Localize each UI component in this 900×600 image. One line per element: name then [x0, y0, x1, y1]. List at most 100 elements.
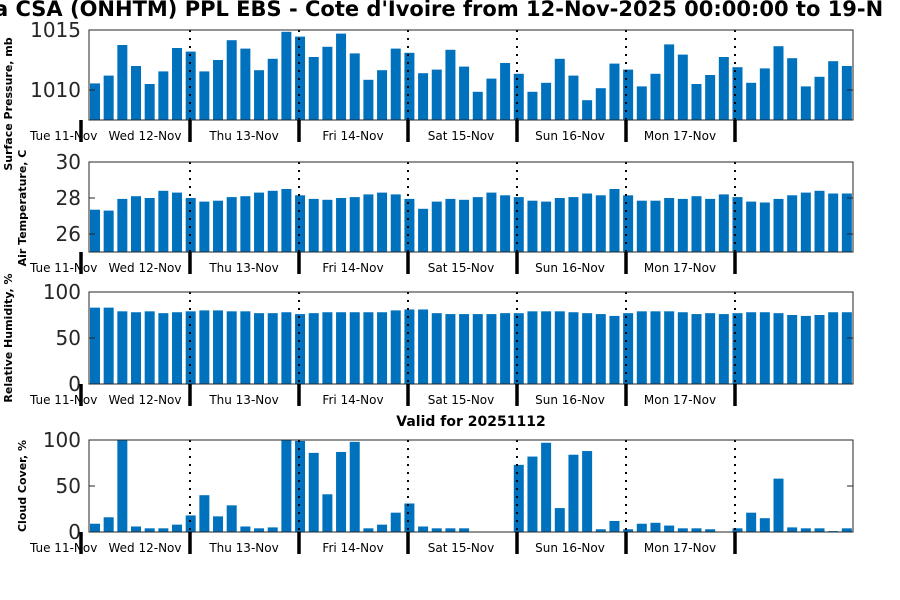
surface-pressure-bar: [732, 67, 743, 120]
relative-humidity-bar: [240, 311, 251, 384]
surface-pressure-bar: [240, 48, 251, 120]
air-temperature-y-tick-label: 28: [56, 186, 81, 210]
air-temperature-bar: [199, 201, 210, 252]
day-label: Mon 17-Nov: [644, 261, 716, 275]
surface-pressure-bar: [117, 45, 128, 120]
surface-pressure-axes: [88, 29, 854, 121]
day-label: Thu 13-Nov: [208, 261, 278, 275]
relative-humidity-bar: [746, 312, 757, 384]
day-label: Thu 13-Nov: [208, 129, 278, 143]
air-temperature-bar: [445, 198, 456, 252]
relative-humidity-bar: [773, 313, 784, 384]
relative-humidity-bar: [90, 307, 100, 384]
relative-humidity-bar: [568, 312, 579, 384]
relative-humidity-y-tick-label: 50: [56, 326, 81, 350]
surface-pressure-bar: [623, 69, 634, 120]
air-temperature-bar: [609, 189, 620, 252]
surface-pressure-bar: [226, 40, 237, 121]
cloud-cover-y-label: Cloud Cover, %: [16, 440, 29, 532]
relative-humidity-bar: [814, 315, 825, 384]
relative-humidity-bar: [595, 314, 606, 384]
cloud-cover-bar: [185, 515, 196, 532]
surface-pressure-bar: [527, 91, 538, 120]
air-temperature-bar: [500, 195, 511, 252]
cloud-cover-bar: [459, 528, 470, 532]
air-temperature-bar: [103, 210, 114, 252]
day-label: Tue 11-Nov: [29, 541, 97, 555]
cloud-cover-bar: [295, 440, 306, 532]
cloud-cover-bar: [609, 520, 620, 532]
cloud-cover-bar: [254, 528, 265, 532]
relative-humidity-bar: [650, 311, 661, 384]
cloud-cover-bar: [131, 526, 142, 532]
cloud-cover-bar: [814, 528, 825, 532]
surface-pressure-bar: [267, 58, 278, 120]
relative-humidity-bar: [636, 311, 647, 384]
air-temperature-bar: [254, 192, 265, 252]
air-temperature-axes: [88, 161, 854, 253]
day-label: Sat 15-Nov: [428, 129, 495, 143]
surface-pressure-y-tick-label: 1010: [30, 78, 81, 102]
cloud-cover-bar: [595, 529, 606, 532]
air-temperature-bar: [705, 198, 716, 252]
cloud-cover-bar: [158, 528, 169, 532]
surface-pressure-bar: [254, 70, 265, 120]
air-temperature-bar: [281, 189, 292, 252]
surface-pressure-bar: [103, 75, 114, 120]
relative-humidity-bar: [199, 310, 210, 384]
surface-pressure-bar: [828, 61, 839, 120]
surface-pressure-bar: [158, 71, 169, 120]
surface-pressure-bar: [773, 46, 784, 121]
air-temperature-y-label: Air Temperature, C: [16, 150, 29, 267]
cloud-cover-bar: [800, 528, 811, 532]
surface-pressure-bar: [718, 57, 729, 120]
air-temperature-bar: [240, 196, 251, 252]
day-label: Wed 12-Nov: [109, 541, 182, 555]
air-temperature-bar: [131, 196, 142, 252]
cloud-cover-bar: [773, 478, 784, 532]
day-label: Fri 14-Nov: [322, 261, 383, 275]
relative-humidity-bar: [377, 312, 388, 384]
relative-humidity-bar: [349, 312, 360, 384]
surface-pressure-bar: [787, 58, 798, 120]
air-temperature-bar: [418, 208, 429, 252]
surface-pressure-bar: [513, 73, 524, 120]
air-temperature-bar: [595, 195, 606, 252]
surface-pressure-bar: [582, 100, 593, 120]
cloud-cover-bar: [568, 454, 579, 532]
relative-humidity-bar: [623, 313, 634, 384]
relative-humidity-bar: [787, 315, 798, 384]
surface-pressure-bar: [90, 83, 100, 120]
cloud-cover-y-tick-label: 100: [43, 428, 81, 452]
relative-humidity-bar: [513, 313, 524, 384]
cloud-cover-bar: [336, 451, 347, 532]
surface-pressure-bar: [609, 63, 620, 120]
day-label: Wed 12-Nov: [109, 129, 182, 143]
air-temperature-bar: [841, 193, 852, 252]
air-temperature-bar: [650, 200, 661, 252]
cloud-cover-bar: [746, 512, 757, 532]
air-temperature-bar: [568, 197, 579, 252]
cloud-cover-bar: [103, 517, 114, 532]
cloud-cover-bar: [431, 528, 442, 532]
surface-pressure-bar: [472, 91, 483, 120]
air-temperature-bar: [814, 190, 825, 252]
surface-pressure-bar: [377, 70, 388, 120]
air-temperature-bar: [472, 197, 483, 252]
surface-pressure-bar: [213, 60, 224, 120]
relative-humidity-bar: [500, 313, 511, 384]
cloud-cover-bar: [582, 451, 593, 532]
air-temperature-bar: [773, 198, 784, 252]
air-temperature-bar: [636, 200, 647, 252]
relative-humidity-bar: [677, 312, 688, 384]
air-temperature-bar: [718, 194, 729, 252]
day-label: Sun 16-Nov: [535, 541, 605, 555]
day-label: Fri 14-Nov: [322, 129, 383, 143]
air-temperature-bar: [554, 198, 565, 252]
day-label: Sun 16-Nov: [535, 393, 605, 407]
cloud-cover-bar: [240, 526, 251, 532]
air-temperature-y-tick-label: 30: [56, 150, 81, 174]
air-temperature-bar: [390, 194, 401, 252]
surface-pressure-bar: [800, 86, 811, 120]
day-label: Fri 14-Nov: [322, 393, 383, 407]
